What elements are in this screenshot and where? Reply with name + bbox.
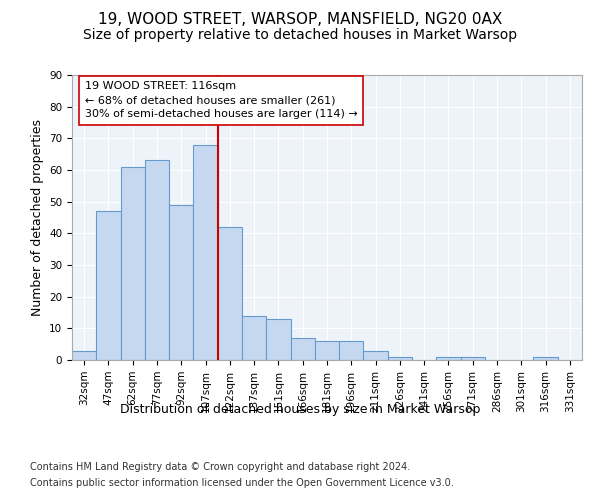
Bar (339, 341, 364, 360)
Bar (436, 357, 461, 360)
Text: Contains HM Land Registry data © Crown copyright and database right 2024.: Contains HM Land Registry data © Crown c… (30, 462, 410, 472)
Bar (242, 316, 266, 360)
Bar (193, 144, 218, 360)
Bar (364, 350, 388, 360)
Text: Distribution of detached houses by size in Market Warsop: Distribution of detached houses by size … (120, 402, 480, 415)
Bar (315, 341, 339, 360)
Bar (388, 357, 412, 360)
Text: 19 WOOD STREET: 116sqm
← 68% of detached houses are smaller (261)
30% of semi-de: 19 WOOD STREET: 116sqm ← 68% of detached… (85, 82, 358, 120)
Bar (533, 357, 558, 360)
Bar (96, 211, 121, 360)
Bar (461, 357, 485, 360)
Text: Contains public sector information licensed under the Open Government Licence v3: Contains public sector information licen… (30, 478, 454, 488)
Bar (72, 350, 96, 360)
Bar (218, 227, 242, 360)
Bar (290, 338, 315, 360)
Bar (169, 205, 193, 360)
Bar (145, 160, 169, 360)
Bar (121, 167, 145, 360)
Y-axis label: Number of detached properties: Number of detached properties (31, 119, 44, 316)
Bar (266, 319, 290, 360)
Text: 19, WOOD STREET, WARSOP, MANSFIELD, NG20 0AX: 19, WOOD STREET, WARSOP, MANSFIELD, NG20… (98, 12, 502, 28)
Text: Size of property relative to detached houses in Market Warsop: Size of property relative to detached ho… (83, 28, 517, 42)
